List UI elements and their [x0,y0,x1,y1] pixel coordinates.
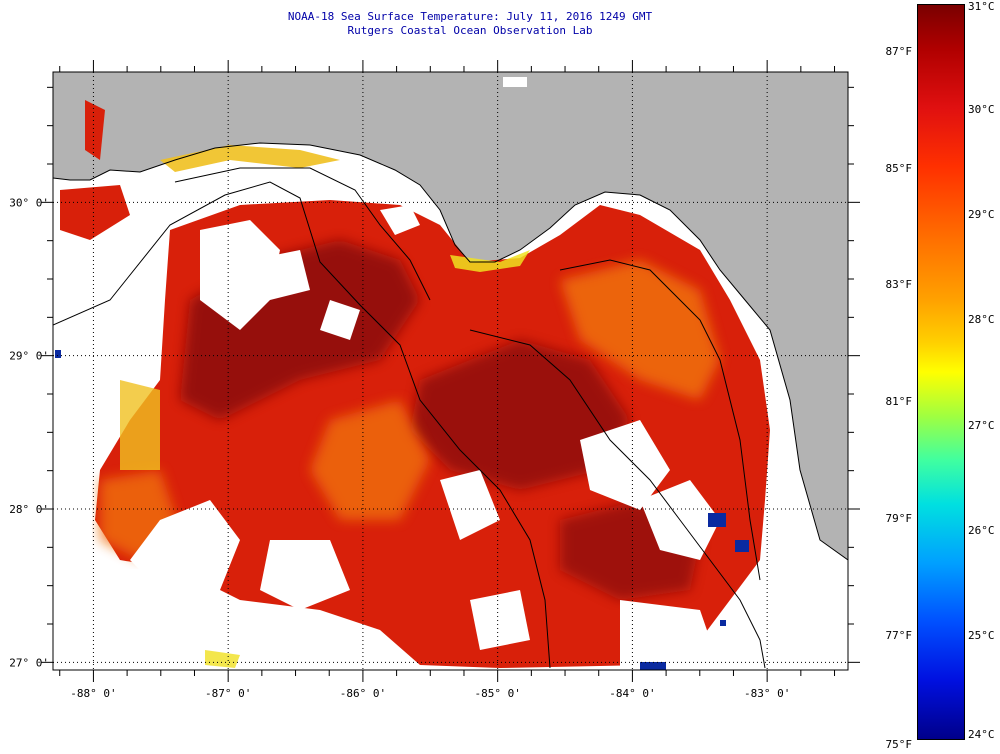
celsius-label: 26°C [968,523,995,537]
plot-border [52,71,849,671]
lon-tick-label: -83° 0' [744,687,790,700]
lon-tick-label: -88° 0' [70,687,116,700]
celsius-label: 25°C [968,628,995,642]
graticule [53,72,848,670]
fahrenheit-label: 77°F [885,628,913,642]
lat-tick-label: 29° 0' [9,350,49,363]
land-mass [53,72,848,560]
lat-tick-label: 28° 0' [9,503,49,516]
lat-tick-label: 30° 0' [9,196,49,209]
fahrenheit-label: 79°F [885,512,913,526]
map-title: NOAA-18 Sea Surface Temperature: July 11… [287,10,653,23]
celsius-label: 29°C [968,208,995,222]
cold-spots [55,350,749,670]
fahrenheit-label: 75°F [885,738,913,751]
fahrenheit-label: 83°F [885,278,913,292]
map-subtitle: Rutgers Coastal Ocean Observation Lab [347,24,593,37]
lon-tick-label: -85° 0' [474,687,520,700]
axis-ticks [41,60,860,682]
color-scale-bar [917,4,965,740]
depth-contour [53,181,551,669]
top-land-bits [503,77,527,87]
lon-tick-label: -84° 0' [609,687,655,700]
celsius-label: 27°C [968,418,995,432]
axis-labels: -88° 0' -87° 0' -86° 0' -85° 0' -84° 0' -83° … [9,196,790,700]
sst-coastal-band [120,145,530,668]
celsius-label: 31°C [968,0,995,13]
lon-tick-label: -87° 0' [205,687,251,700]
depth-contour-north [174,167,431,301]
lon-tick-label: -86° 0' [340,687,386,700]
cloud-gaps [53,205,720,668]
celsius-label: 28°C [968,313,995,327]
celsius-label: 30°C [968,103,995,117]
lat-tick-label: 27° 0' [9,656,49,669]
fahrenheit-label: 87°F [885,44,913,58]
fahrenheit-label: 81°F [885,395,913,409]
celsius-label: 24°C [968,728,995,741]
fahrenheit-label: 85°F [885,161,913,175]
coastline [53,142,848,561]
depth-contour-inner [559,259,761,581]
map-title-block: NOAA-18 Sea Surface Temperature: July 11… [170,10,770,38]
depth-contour-east [469,329,766,669]
